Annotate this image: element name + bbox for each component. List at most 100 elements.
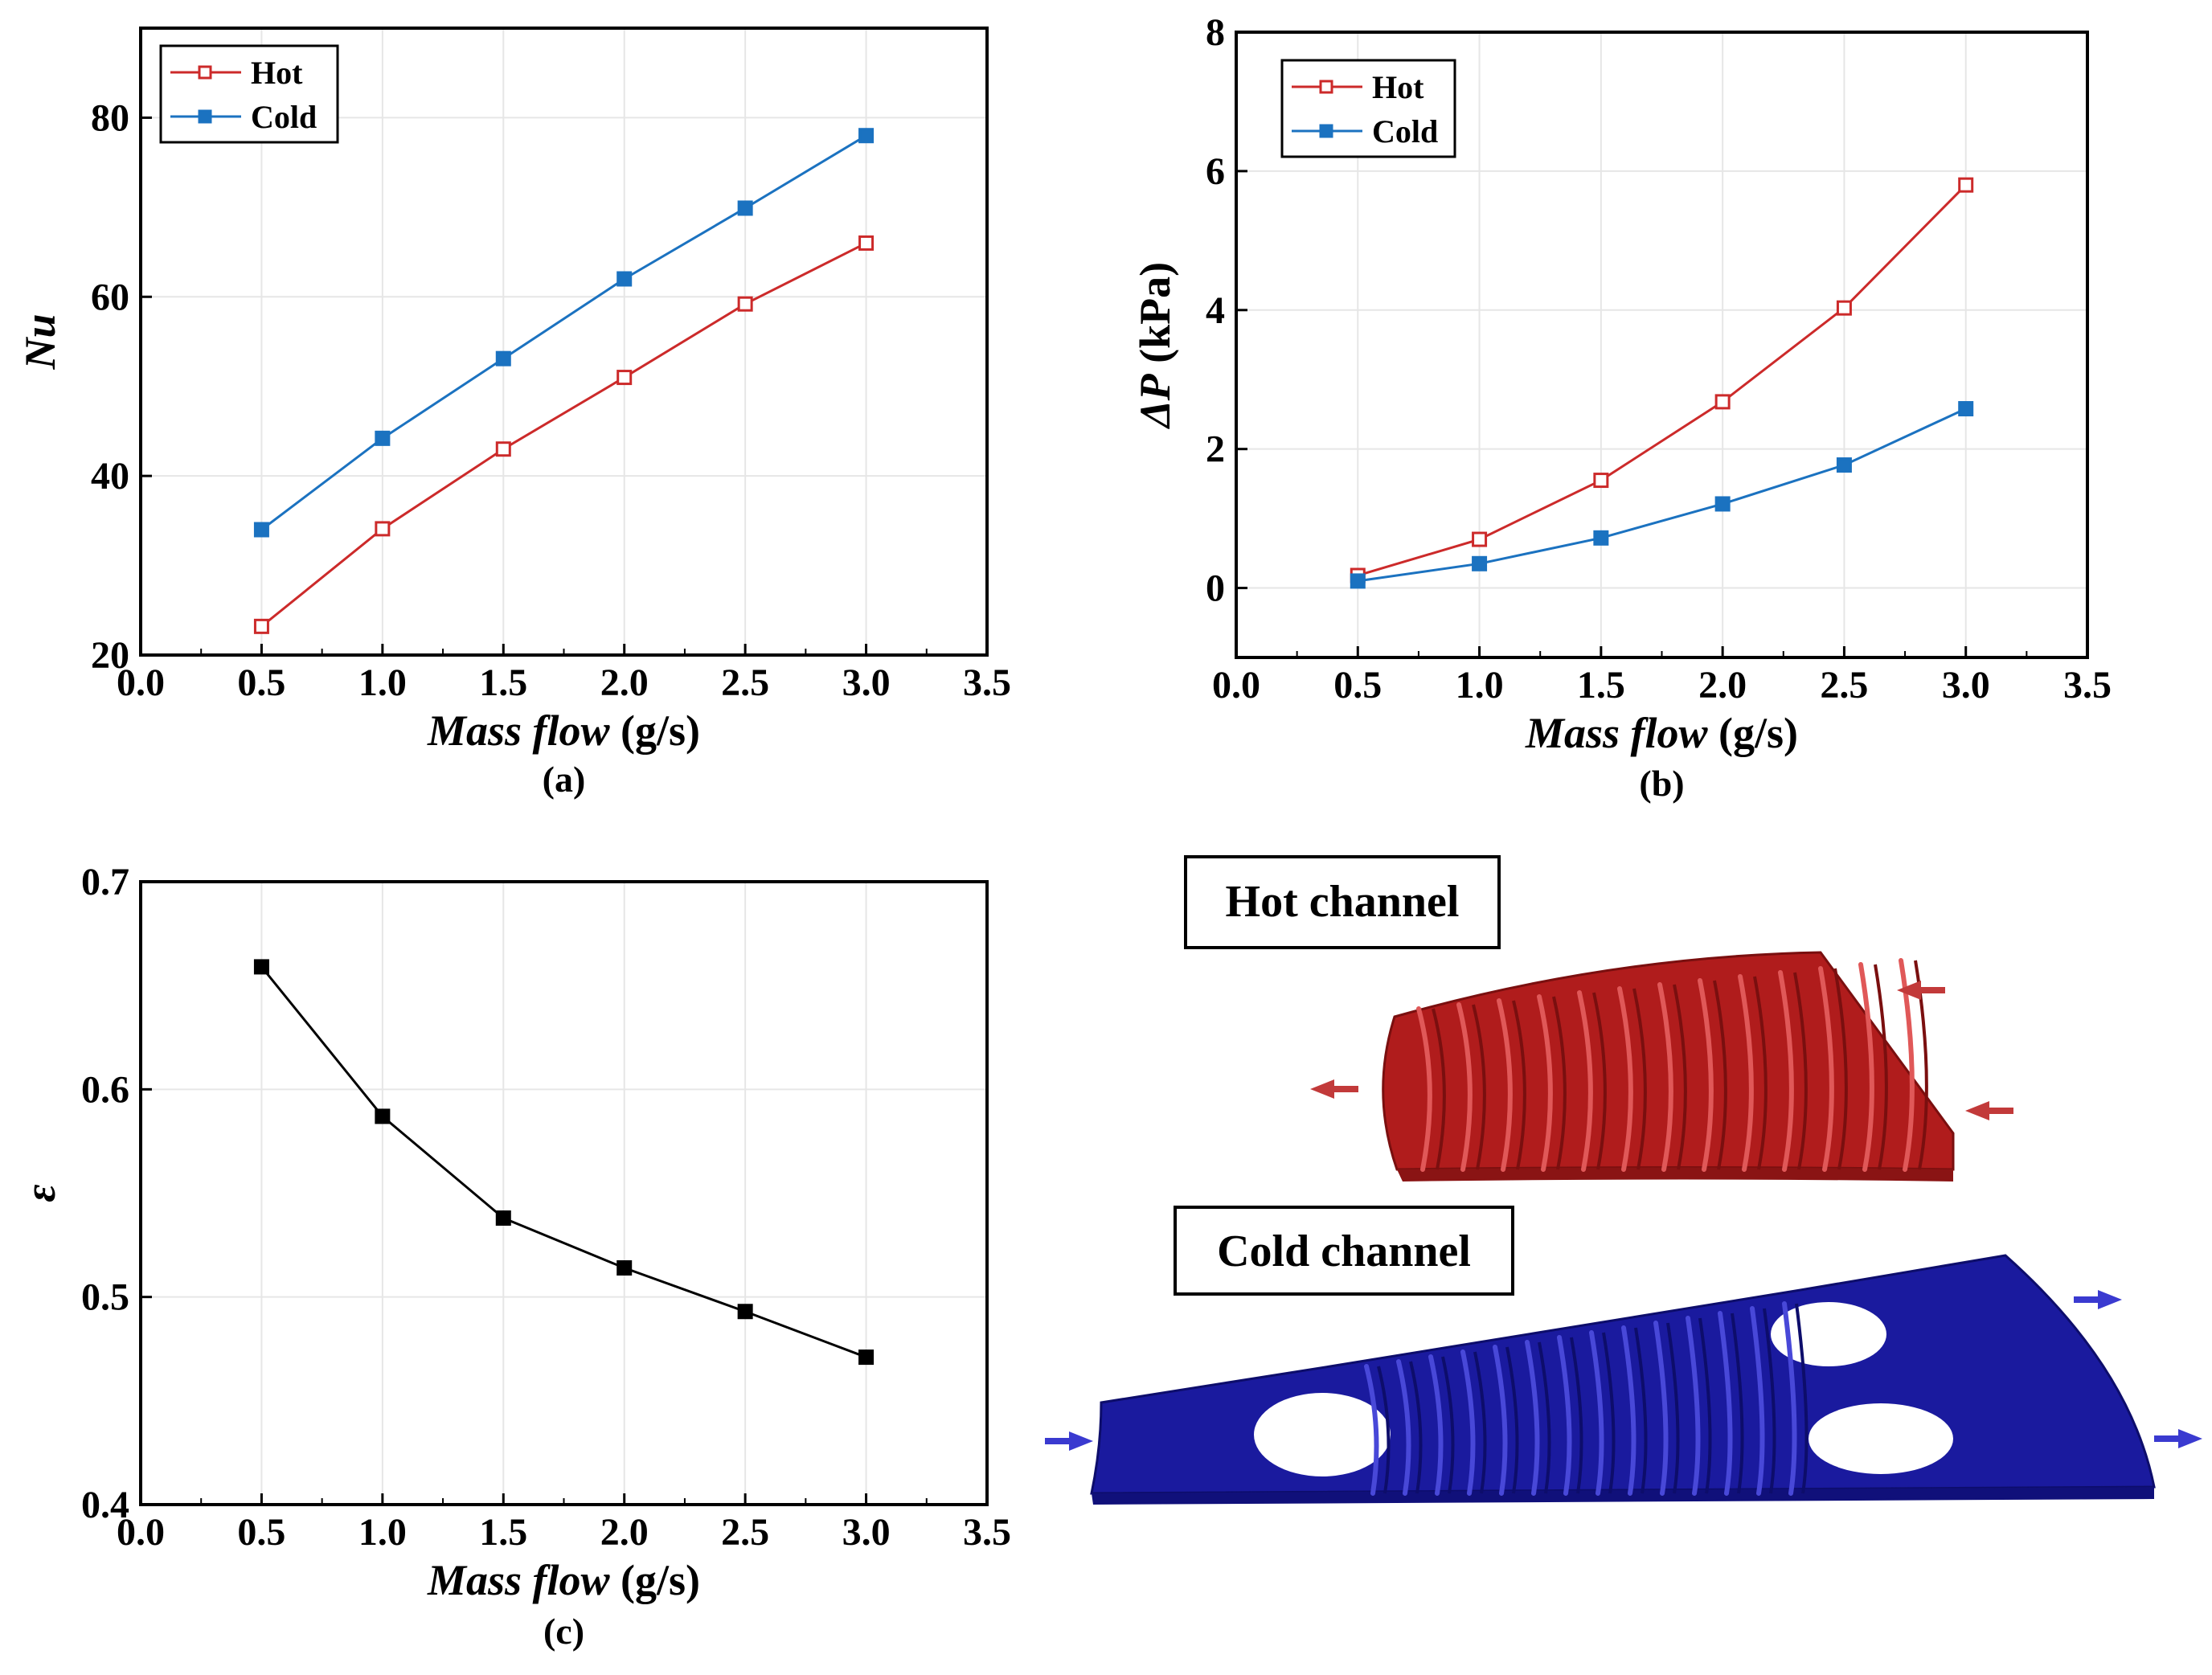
y-axis-label: Nu (16, 313, 64, 370)
series-line-hot (260, 242, 867, 628)
cold-rib-shadow (1795, 1303, 1809, 1494)
y-tick-label: 8 (1206, 11, 1225, 54)
chart-panel-c: 0.0 0.5 1.0 1.5 2.0 2.5 3.0 3.5 0.4 0.5 0.6 0.7 Mass… (16, 861, 1011, 1652)
hot-rib (1617, 986, 1633, 1172)
hot-channel-shape (1382, 951, 1955, 1182)
data-point-main (616, 1260, 633, 1276)
legend-marker (1319, 124, 1333, 138)
hot-rib-shadow (1432, 1008, 1446, 1170)
x-tick-label: 2.5 (721, 1511, 769, 1554)
hot-rib (1577, 990, 1593, 1172)
panel-caption: (b) (1639, 763, 1684, 804)
data-point-main (495, 1210, 511, 1226)
x-tick-label: 2.0 (600, 661, 649, 704)
data-point-hot (253, 618, 269, 634)
x-tick-label: 2.5 (1820, 664, 1868, 706)
data-point-main (737, 1304, 753, 1320)
y-axis-label: ΔP (kPa) (1131, 262, 1179, 429)
legend-box (1280, 59, 1456, 158)
x-tick-label: 0.5 (1333, 664, 1382, 706)
y-tick-label: 4 (1206, 289, 1225, 332)
data-point-hot (375, 521, 391, 537)
y-tick-label: 20 (91, 634, 129, 677)
cold-rib-shadow (1634, 1327, 1648, 1494)
data-point-hot (616, 370, 633, 386)
cold-rib (1557, 1335, 1572, 1496)
hot-rib-shadow (1592, 992, 1607, 1170)
cold-rib (1621, 1325, 1636, 1496)
hot-rib-shadow (1874, 964, 1888, 1170)
cold-rib-shadow (1602, 1332, 1616, 1494)
data-point-cold (1836, 457, 1852, 473)
data-point-hot (1958, 177, 1974, 193)
hot-rib-shadow (1793, 972, 1808, 1170)
cold-rib-shadow (1441, 1356, 1455, 1494)
hot-channel-label: Hot channel (1226, 877, 1460, 927)
cold-rib (1525, 1340, 1540, 1496)
series-line-cold (260, 134, 867, 531)
hot-rib (1818, 966, 1834, 1172)
cold-rib (1589, 1330, 1604, 1496)
data-point-cold (1958, 401, 1974, 417)
x-tick-label: 1.5 (479, 1511, 527, 1554)
cold-rib-shadow (1409, 1361, 1423, 1494)
data-point-cold (1714, 496, 1731, 512)
cold-rib-shadow (1538, 1341, 1551, 1494)
x-axis-label-name: Mass flow (427, 1556, 611, 1604)
cold-rib-shadow (1731, 1313, 1744, 1494)
hot-rib (1657, 982, 1673, 1172)
y-tick-label: 0.7 (81, 861, 129, 903)
hot-rib (1858, 962, 1874, 1172)
cold-rib-shadow (1505, 1346, 1519, 1494)
y-tick-label: 6 (1206, 150, 1225, 193)
x-axis-label: Mass flow (g/s) (427, 1556, 700, 1604)
x-tick-label: 1.0 (1456, 664, 1504, 706)
hot-rib (1497, 998, 1513, 1172)
x-tick-label: 3.0 (842, 1511, 891, 1554)
series-line-main (260, 965, 867, 1358)
legend-label: Hot (251, 55, 303, 91)
data-point-main (253, 959, 269, 975)
data-point-cold (495, 350, 511, 367)
data-point-hot (737, 296, 753, 312)
data-point-cold (1350, 573, 1366, 589)
panel-caption: (a) (543, 759, 586, 800)
hot-rib-shadow (1833, 968, 1848, 1170)
series-line-hot (1357, 184, 1967, 577)
x-tick-label: 0.0 (117, 661, 165, 704)
hot-rib-shadow (1673, 984, 1687, 1170)
x-axis-label: Mass flow (g/s) (1525, 709, 1798, 757)
data-point-hot (1472, 531, 1488, 547)
x-tick-label: 0.5 (237, 1511, 285, 1554)
data-point-cold (858, 128, 875, 144)
data-point-cold (1472, 555, 1488, 571)
x-axis-label-name: Mass flow (427, 706, 611, 755)
cold-rib (1460, 1349, 1476, 1496)
cold-rib (1686, 1316, 1701, 1496)
y-tick-label: 40 (91, 455, 129, 498)
y-axis-label: ε (16, 1184, 64, 1202)
x-tick-label: 1.5 (479, 661, 527, 704)
data-point-hot (858, 235, 875, 251)
cold-rib (1396, 1359, 1411, 1496)
y-tick-label: 0 (1206, 567, 1225, 610)
hot-rib-shadow (1472, 1004, 1486, 1170)
x-tick-label: 0.0 (117, 1511, 165, 1554)
hot-channel-ribs (1416, 958, 1928, 1172)
series-line-cold (1358, 407, 1967, 583)
cold-rib-shadow (1570, 1337, 1583, 1494)
data-point-cold (1593, 530, 1609, 546)
legend-marker (198, 65, 212, 80)
data-point-hot (1593, 473, 1609, 489)
x-tick-label: 3.0 (1942, 664, 1990, 706)
chart-panel-a: 0.0 0.5 1.0 1.5 2.0 2.5 3.0 3.5 20 40 60 80 Mass flo… (16, 27, 1011, 800)
cold-flow-arrows (1045, 1290, 2202, 1451)
x-tick-label: 3.0 (842, 661, 891, 704)
cold-rib (1750, 1306, 1765, 1496)
x-axis-label-unit: (g/s) (610, 1556, 700, 1604)
x-tick-label: 0.5 (237, 661, 285, 704)
x-axis-label: Mass flow (g/s) (427, 706, 700, 755)
cold-channel-label-box (1174, 1206, 1514, 1296)
cold-channel-label: Cold channel (1217, 1227, 1471, 1276)
